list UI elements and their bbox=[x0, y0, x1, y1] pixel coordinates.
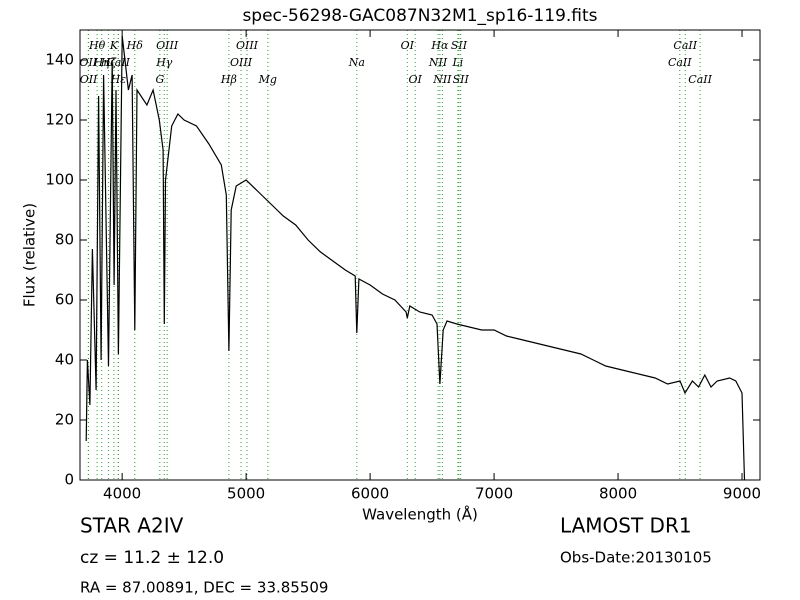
spectral-line-label: CaII bbox=[673, 39, 697, 52]
spectral-line-label: G bbox=[155, 73, 164, 86]
x-tick-label: 6000 bbox=[351, 485, 389, 503]
chart-title: spec-56298-GAC087N32M1_sp16-119.fits bbox=[242, 6, 597, 26]
x-tick-label: 8000 bbox=[599, 485, 637, 503]
spectral-line-label: Hδ bbox=[126, 39, 144, 52]
x-tick-label: 7000 bbox=[475, 485, 513, 503]
spectral-line-label: NII bbox=[428, 56, 448, 69]
spectral-line-label: Hη bbox=[93, 56, 111, 69]
spectral-line-label: Hβ bbox=[220, 73, 237, 86]
spectral-line-label: CaII bbox=[668, 56, 692, 69]
y-axis-label: Flux (relative) bbox=[21, 203, 39, 307]
coordinates: RA = 87.00891, DEC = 33.85509 bbox=[80, 579, 328, 597]
object-class: STAR A2IV bbox=[80, 514, 184, 538]
spectral-line-label: OIII bbox=[230, 56, 253, 69]
y-tick-label: 0 bbox=[64, 471, 74, 489]
spectral-line-label: SII bbox=[451, 39, 468, 52]
spectral-line-label: Li bbox=[451, 56, 463, 69]
spectral-line-label: OIII bbox=[236, 39, 259, 52]
y-tick-label: 100 bbox=[45, 171, 74, 189]
x-tick-label: 4000 bbox=[103, 485, 141, 503]
y-tick-label: 120 bbox=[45, 111, 74, 129]
spectral-line-label: Hα bbox=[430, 39, 449, 52]
spectral-line-label: Mg bbox=[258, 73, 277, 86]
spectral-line-label: OI bbox=[401, 39, 415, 52]
plot-frame bbox=[79, 29, 761, 481]
spectral-line-label: Hγ bbox=[155, 56, 173, 69]
survey: LAMOST DR1 bbox=[560, 514, 692, 538]
spectral-line-label: OIII bbox=[156, 39, 179, 52]
y-tick-label: 60 bbox=[55, 291, 74, 309]
y-tick-label: 40 bbox=[55, 351, 74, 369]
x-tick-label: 5000 bbox=[227, 485, 265, 503]
redshift: cz = 11.2 ± 12.0 bbox=[80, 548, 224, 568]
y-tick-label: 140 bbox=[45, 51, 74, 69]
x-tick-label: 9000 bbox=[723, 485, 761, 503]
spectral-line-label: OII bbox=[80, 73, 98, 86]
spectral-line-label: SII bbox=[453, 73, 470, 86]
spectral-line-label: OI bbox=[409, 73, 423, 86]
spectral-line-label: NII bbox=[432, 73, 452, 86]
spectral-line-label: Hθ bbox=[88, 39, 106, 52]
spectral-line-label: K bbox=[109, 39, 119, 52]
x-axis-label: Wavelength (Å) bbox=[362, 505, 478, 524]
spectrum bbox=[85, 35, 746, 481]
y-tick-label: 80 bbox=[55, 231, 74, 249]
y-tick-label: 20 bbox=[55, 411, 74, 429]
spectral-line-label: CaII bbox=[688, 73, 712, 86]
obs-date: Obs-Date:20130105 bbox=[560, 549, 712, 567]
spectral-line-label: Na bbox=[348, 56, 365, 69]
